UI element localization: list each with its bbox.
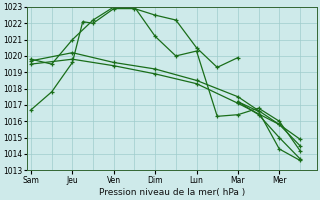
X-axis label: Pression niveau de la mer( hPa ): Pression niveau de la mer( hPa ) xyxy=(99,188,245,197)
